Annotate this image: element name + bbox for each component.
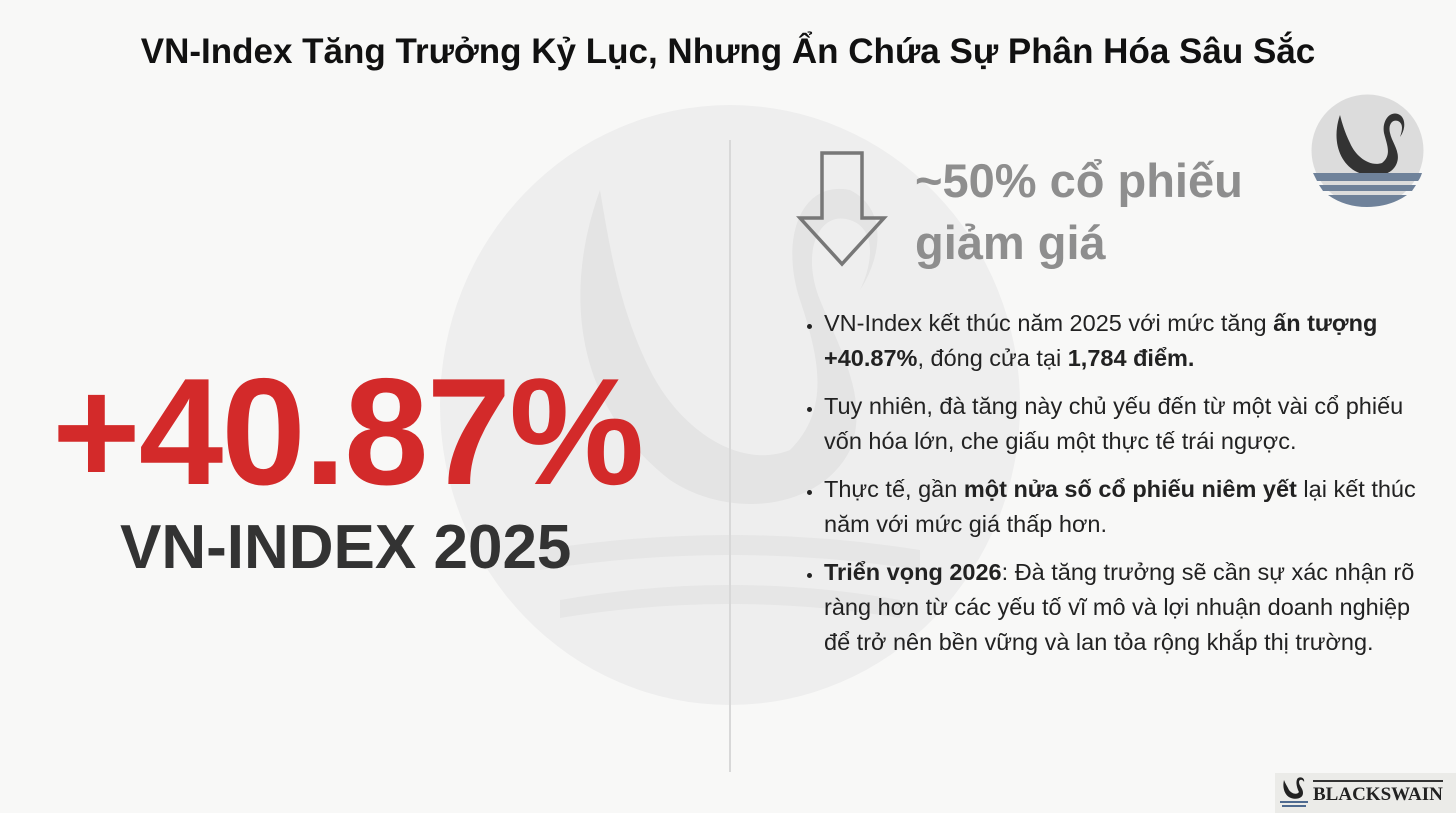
headline-line-2: giảm giá — [915, 216, 1106, 269]
slide-title: VN-Index Tăng Trưởng Kỷ Lục, Nhưng Ẩn Ch… — [140, 32, 1316, 71]
bullet-text: lại kết thúc năm với mức giá thấp hơn. — [824, 476, 1416, 537]
headline-line-1: ~50% cổ phiếu — [915, 154, 1243, 207]
black-swan-logo-icon — [1311, 94, 1424, 207]
bullet-bold: Triển vọng 2026 — [824, 559, 1002, 585]
index-label: VN-INDEX 2025 — [120, 513, 572, 582]
bullet-bold: 1,784 điểm. — [1067, 345, 1195, 371]
bullet-item: Triển vọng 2026: Đà tăng trưởng sẽ cần s… — [824, 555, 1434, 660]
growth-percentage: +40.87% — [52, 347, 644, 517]
bullet-bold: một nửa số cổ phiếu niêm yết — [963, 476, 1297, 502]
bullet-text: , đóng cửa tại — [917, 345, 1068, 371]
bullet-item: Tuy nhiên, đà tăng này chủ yếu đến từ mộ… — [824, 389, 1434, 459]
down-arrow-icon — [796, 151, 888, 267]
black-swan-small-icon — [1280, 777, 1308, 807]
bullet-text: VN-Index kết thúc năm 2025 với mức tăng — [824, 310, 1274, 336]
bullet-list: VN-Index kết thúc năm 2025 với mức tăng … — [800, 306, 1434, 673]
divider — [729, 140, 731, 772]
swan-watermark-icon — [540, 188, 920, 618]
brand-name: BLACKSWAIN — [1313, 780, 1443, 806]
decline-headline: ~50% cổ phiếu giảm giá — [915, 150, 1243, 274]
bullet-item: Thực tế, gần một nửa số cổ phiếu niêm yế… — [824, 472, 1434, 542]
bullet-text: Thực tế, gần — [824, 476, 964, 502]
bullet-text: : Đà tăng trưởng sẽ cần sự xác nhận rõ r… — [824, 559, 1415, 655]
bullet-text: Tuy nhiên, đà tăng này chủ yếu đến từ mộ… — [824, 393, 1404, 454]
bullet-bold: ấn tượng +40.87% — [824, 310, 1378, 371]
brand-footer: BLACKSWAIN — [1275, 773, 1456, 813]
bullet-item: VN-Index kết thúc năm 2025 với mức tăng … — [824, 306, 1434, 376]
